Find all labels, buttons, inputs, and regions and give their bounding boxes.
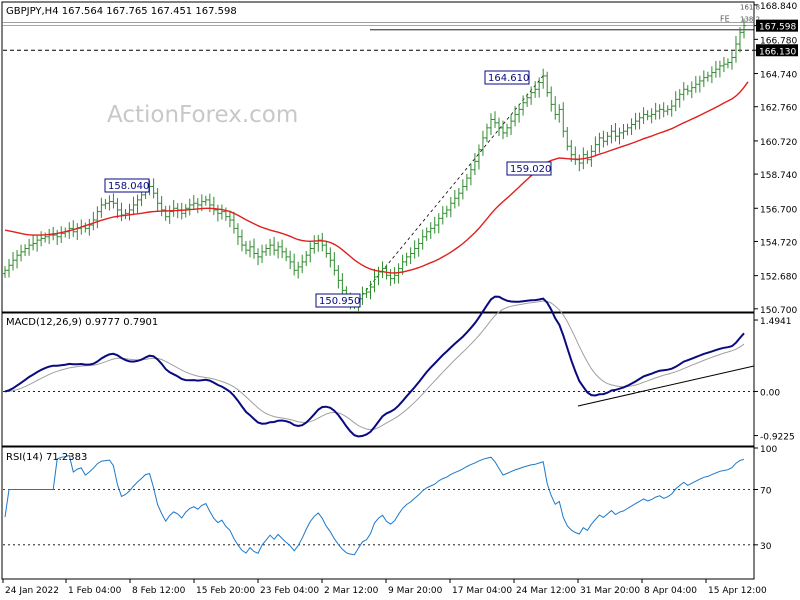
price-tick-label: 154.720 (760, 238, 797, 248)
level-price-box (756, 44, 798, 57)
price-tick-label: 152.680 (760, 273, 797, 283)
macd-panel-frame (1, 312, 755, 447)
price-annotation-label: 159.020 (510, 164, 551, 175)
price-tick-label: 166.780 (760, 36, 797, 46)
x-tick-label: 15 Apr 12:00 (708, 586, 767, 596)
fe-level-label: 161.8 (740, 4, 760, 12)
price-annotations: 158.040 150.950 164.610 159.020 (104, 70, 552, 308)
macd-tick-label: 0.00 (760, 388, 780, 398)
macd-line (4, 295, 745, 438)
last-price-box (756, 19, 798, 32)
x-tick-label: 9 Mar 20:00 (388, 586, 443, 596)
price-horizontal-levels: FE 161.8 138.2 (3, 4, 760, 305)
moving-average-line (4, 81, 749, 274)
rsi-tick-label: 70 (760, 486, 772, 496)
rsi-panel-header: RSI(14) 71.2383 (6, 452, 87, 463)
rsi-tick-label: 100 (760, 445, 777, 455)
x-tick-label: 17 Mar 04:00 (452, 586, 512, 596)
price-annotation-box (484, 70, 530, 85)
price-tick-label: 164.740 (760, 71, 797, 81)
rsi-panel-frame (1, 446, 755, 580)
rsi-line (4, 454, 745, 556)
x-tick-label: 15 Feb 20:00 (196, 586, 255, 596)
x-tick-label: 23 Feb 04:00 (260, 586, 319, 596)
watermark: ActionForex.com (107, 102, 298, 128)
rsi-tick-label: 30 (760, 542, 772, 552)
fe-level-label: 138.2 (740, 15, 760, 23)
price-panel-frame (1, 1, 755, 313)
x-tick-label: 8 Apr 04:00 (644, 586, 697, 596)
price-annotation-label: 150.950 (319, 296, 360, 307)
macd-tick-label: -0.9225 (760, 433, 795, 443)
macd-tick-label: 1.4941 (760, 317, 792, 327)
x-axis-labels: 24 Jan 2022 1 Feb 04:00 8 Feb 12:00 15 Feb … (2, 579, 767, 596)
macd-trendline (577, 365, 755, 407)
x-tick-label: 24 Jan 2022 (5, 586, 59, 596)
fe-label: FE (720, 14, 730, 23)
macd-axis-labels: 1.4941 0.00 -0.9225 (754, 317, 795, 443)
rsi-grid (3, 489, 754, 546)
price-tick-label: 160.720 (760, 138, 797, 148)
price-tick-label: 168.840 (760, 2, 797, 12)
price-panel-header: GBPJPY,H4 167.564 167.765 167.451 167.59… (6, 6, 237, 17)
rsi-axis-labels: 100 70 30 (754, 445, 777, 552)
price-annotation-box (104, 178, 150, 193)
price-tick-label: 156.700 (760, 205, 797, 215)
x-tick-label: 31 Mar 20:00 (580, 586, 640, 596)
price-annotation-label: 164.610 (488, 73, 529, 84)
price-annotation-box (315, 293, 361, 308)
macd-signal-line (4, 300, 745, 431)
price-bars (3, 18, 746, 313)
price-tick-label: 162.760 (760, 104, 797, 114)
price-tick-label: 158.740 (760, 171, 797, 181)
fe-projection-line (354, 75, 544, 305)
x-tick-label: 1 Feb 04:00 (68, 586, 122, 596)
x-tick-label: 2 Mar 12:00 (324, 586, 379, 596)
level-price-label: 166.130 (759, 47, 796, 57)
macd-panel-header: MACD(12,26,9) 0.9777 0.7901 (6, 317, 158, 328)
x-tick-label: 8 Feb 12:00 (132, 586, 186, 596)
x-tick-label: 24 Mar 12:00 (516, 586, 576, 596)
price-annotation-label: 158.040 (108, 181, 149, 192)
last-price-label: 167.598 (759, 23, 796, 33)
price-annotation-box (506, 161, 552, 176)
price-tick-label: 150.700 (760, 306, 797, 316)
